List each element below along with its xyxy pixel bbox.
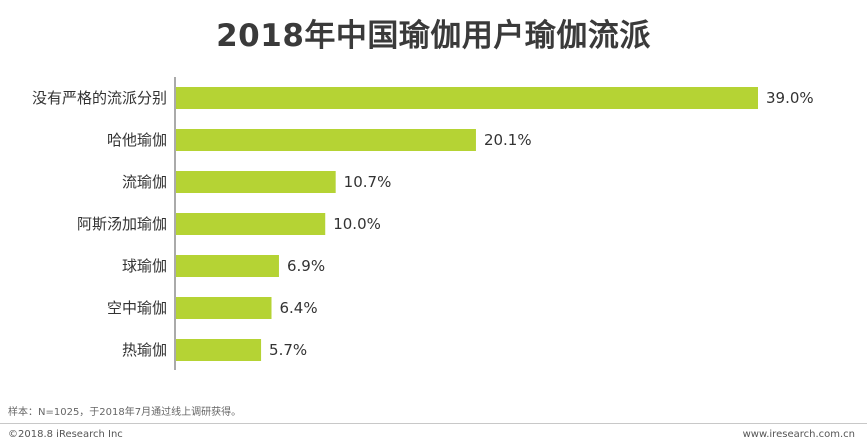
bar-1: [176, 129, 476, 151]
bar-3: [176, 213, 326, 235]
category-label-3: 阿斯汤加瑜伽: [77, 215, 167, 233]
chart-title: 2018年中国瑜伽用户瑜伽流派: [216, 18, 651, 54]
value-label-1: 20.1%: [484, 131, 532, 149]
value-label-0: 39.0%: [766, 89, 814, 107]
category-label-4: 球瑜伽: [122, 257, 167, 275]
footer-divider: [0, 423, 867, 424]
category-label-1: 哈他瑜伽: [107, 131, 167, 149]
value-label-4: 6.9%: [287, 257, 325, 275]
value-label-6: 5.7%: [269, 341, 307, 359]
value-label-2: 10.7%: [344, 173, 392, 191]
copyright-text: ©2018.8 iResearch Inc: [8, 429, 123, 440]
bar-0: [176, 87, 758, 109]
category-label-5: 空中瑜伽: [107, 299, 167, 317]
bar-2: [176, 171, 336, 193]
category-label-0: 没有严格的流派分别: [32, 89, 167, 107]
bar-5: [176, 297, 272, 319]
website-text: www.iresearch.com.cn: [742, 429, 855, 440]
category-label-6: 热瑜伽: [122, 341, 167, 359]
value-label-5: 6.4%: [280, 299, 318, 317]
source-note: 样本：N=1025，于2018年7月通过线上调研获得。: [8, 407, 242, 418]
bar-4: [176, 255, 279, 277]
bar-6: [176, 339, 262, 361]
value-label-3: 10.0%: [333, 215, 381, 233]
category-label-2: 流瑜伽: [122, 173, 167, 191]
